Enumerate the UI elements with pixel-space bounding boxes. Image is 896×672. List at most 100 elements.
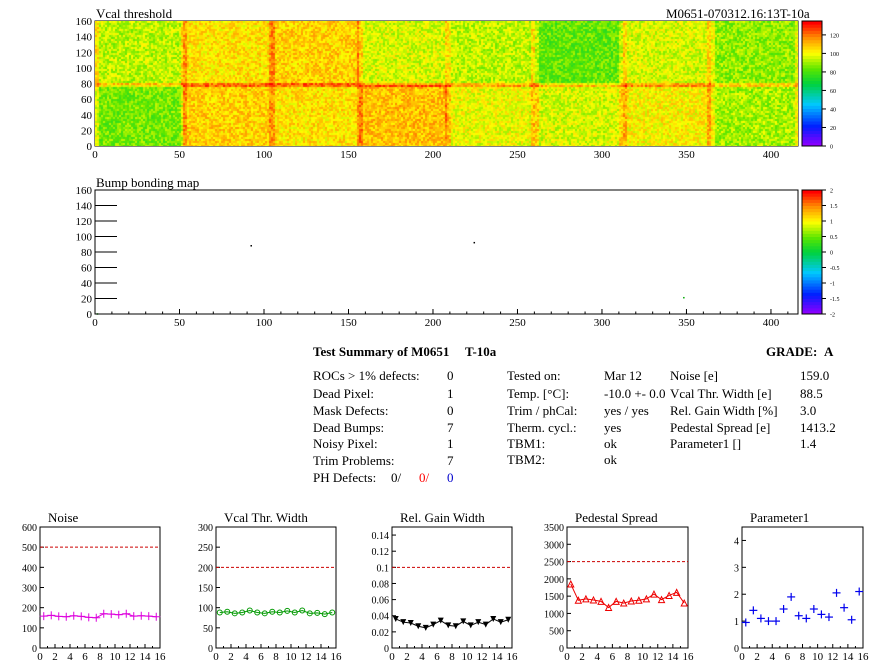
vcal-map-title: Vcal threshold <box>96 6 173 21</box>
palette-cell <box>802 86 822 91</box>
defect-value: 0 <box>447 403 454 418</box>
palette-cell <box>802 80 822 84</box>
defect-value: 1 <box>447 436 454 451</box>
palette-cell <box>802 108 822 113</box>
data-point <box>832 588 841 597</box>
data-point <box>475 619 482 626</box>
data-point <box>855 587 864 596</box>
data-point <box>749 606 758 615</box>
data-point <box>392 615 399 622</box>
x-tick-label: 6 <box>785 651 791 663</box>
ph-defects-value-3: 0 <box>447 470 454 485</box>
palette-cell <box>802 99 822 103</box>
x-tick-label: 6 <box>258 651 264 663</box>
result-label: Parameter1 [] <box>670 436 742 451</box>
x-tick-label: 4 <box>67 651 73 663</box>
condition-label: Therm. cycl.: <box>507 420 577 435</box>
data-point <box>415 623 422 630</box>
condition-value: -10.0 +- 0.0 <box>604 386 666 401</box>
palette-cell <box>802 83 822 88</box>
data-point <box>574 596 583 604</box>
y-tick-label: 120 <box>76 216 93 228</box>
y-tick-label: 3500 <box>544 523 564 534</box>
palette-cell <box>802 301 822 306</box>
palette-label: -1 <box>830 282 835 288</box>
chart-frame <box>391 526 513 649</box>
defect-label: Dead Pixel: <box>313 386 375 401</box>
defect-value: 1 <box>447 386 454 401</box>
palette-label: 1 <box>830 220 833 226</box>
palette-cell <box>802 276 822 281</box>
data-point <box>254 609 261 616</box>
palette-cell <box>802 298 822 303</box>
palette-cell <box>802 111 822 116</box>
y-tick-label: 0 <box>87 141 93 153</box>
bump-map-dot <box>683 296 685 299</box>
palette-cell <box>802 233 822 237</box>
x-tick-label: 16 <box>155 651 167 663</box>
defect-value: 0 <box>447 368 454 383</box>
y-tick-label: 60 <box>81 263 93 275</box>
data-point <box>582 594 590 603</box>
defect-label: Mask Defects: <box>313 403 389 418</box>
y-tick-label: 140 <box>76 32 93 44</box>
data-point <box>47 611 56 620</box>
y-tick-label: 0.1 <box>377 563 390 574</box>
series-line <box>570 583 685 609</box>
data-point <box>672 588 681 596</box>
y-tick-label: 500 <box>22 543 37 554</box>
y-tick-label: 100 <box>22 624 37 635</box>
palette-cell <box>802 258 822 262</box>
x-tick-label: 350 <box>678 317 695 329</box>
palette-cell <box>802 46 822 50</box>
palette-cell <box>802 202 822 206</box>
x-tick-label: 4 <box>419 651 425 663</box>
data-point <box>122 609 131 618</box>
y-tick-label: 160 <box>76 185 93 197</box>
bump-map-dot <box>250 245 252 247</box>
palette-cell <box>802 30 822 34</box>
palette-label: 0 <box>830 251 833 257</box>
chart-title-parameter1: Parameter1 <box>750 510 810 525</box>
x-tick-label: 4 <box>243 651 249 663</box>
condition-value: Mar 12 <box>604 368 642 383</box>
defect-label: Noisy Pixel: <box>313 436 378 451</box>
data-point <box>84 613 93 622</box>
x-tick-label: 16 <box>507 651 519 663</box>
y-tick-label: 0.04 <box>372 612 390 623</box>
x-tick-label: 200 <box>425 317 442 329</box>
y-tick-label: 1 <box>734 617 739 628</box>
data-point <box>482 621 489 628</box>
y-tick-label: 100 <box>76 232 93 244</box>
chart-title-noise: Noise <box>48 510 79 525</box>
palette-cell <box>802 64 822 69</box>
palette-cell <box>802 49 822 53</box>
data-point <box>239 609 246 616</box>
data-point <box>129 612 138 621</box>
palette-cell <box>802 136 822 141</box>
condition-label: TBM2: <box>507 452 546 467</box>
palette-cell <box>802 289 822 293</box>
defect-value: 7 <box>447 453 454 468</box>
palette-cell <box>802 248 822 253</box>
data-point <box>657 595 666 604</box>
data-point <box>216 609 223 616</box>
palette-label: 80 <box>830 70 836 76</box>
y-tick-label: 3000 <box>544 540 564 551</box>
data-point <box>490 615 497 622</box>
x-tick-label: 12 <box>125 651 136 663</box>
palette-label: 20 <box>830 126 836 132</box>
data-point <box>99 609 108 618</box>
x-tick-label: 14 <box>842 651 854 663</box>
data-point <box>627 596 636 605</box>
palette-label: 60 <box>830 89 836 95</box>
ph-defects-value-1: 0/ <box>391 470 402 485</box>
x-tick-label: 300 <box>594 149 611 161</box>
result-label: Rel. Gain Width [%] <box>670 403 778 418</box>
data-point <box>114 610 123 619</box>
palette-cell <box>802 264 822 268</box>
palette-cell <box>802 224 822 228</box>
data-point <box>772 617 781 626</box>
y-tick-label: 40 <box>81 110 93 122</box>
y-tick-label: 500 <box>549 627 564 638</box>
